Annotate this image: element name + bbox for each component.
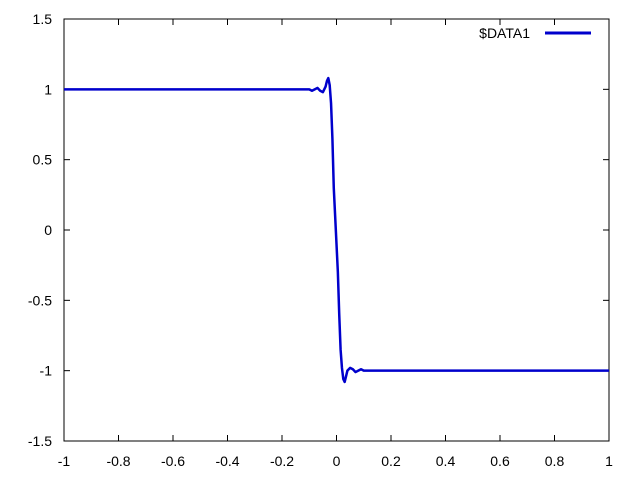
x-tick-label: -0.2 [270, 453, 294, 469]
legend-label: $DATA1 [479, 25, 530, 41]
series-layer [64, 76, 609, 384]
y-tick-label: -0.5 [28, 292, 52, 308]
series-line-0 [64, 76, 609, 384]
x-tick-label: 0 [333, 453, 341, 469]
legend: $DATA1 [479, 25, 591, 41]
x-tick-label: 1 [605, 453, 613, 469]
x-tick-label: 0.6 [490, 453, 510, 469]
y-tick-label: -1 [40, 363, 53, 379]
x-tick-label: -0.4 [215, 453, 239, 469]
x-tick-label: 0.2 [381, 453, 401, 469]
y-tick-label: -1.5 [28, 433, 52, 449]
x-axis: -1 -0.8 -0.6 -0.4 -0.2 0 0.2 0.4 0.6 0.8 1 [58, 19, 613, 469]
x-tick-label: 0.4 [436, 453, 456, 469]
x-tick-label: -0.6 [161, 453, 185, 469]
x-tick-label: 0.8 [545, 453, 565, 469]
x-tick-label: -0.8 [106, 453, 130, 469]
y-tick-label: 1.5 [33, 11, 53, 27]
y-axis: -1.5 -1 -0.5 0 0.5 1 1.5 [28, 11, 609, 449]
y-tick-label: 0 [44, 222, 52, 238]
y-tick-label: 1 [44, 81, 52, 97]
x-tick-label: -1 [58, 453, 71, 469]
y-tick-label: 0.5 [33, 152, 53, 168]
